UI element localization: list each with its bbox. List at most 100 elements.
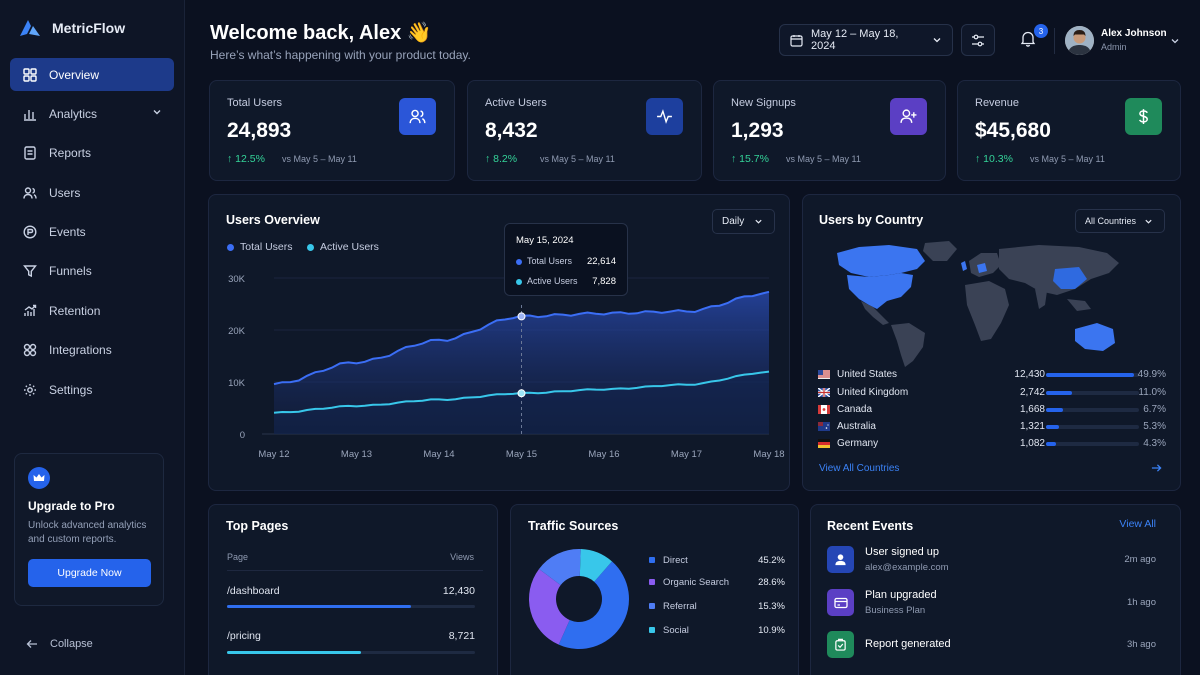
country-name: United States (837, 369, 898, 380)
view-all-countries-link[interactable]: View All Countries (819, 463, 900, 474)
sidebar-item-overview[interactable]: Overview (10, 58, 174, 91)
sidebar-item-reports[interactable]: Reports (10, 137, 174, 170)
sidebar-item-label: Events (49, 225, 86, 240)
country-filter-select[interactable]: All Countries (1075, 209, 1165, 233)
page-views: 12,430 (442, 585, 475, 597)
period-select[interactable]: Daily (712, 209, 775, 234)
map-se-asia (1067, 299, 1091, 311)
notification-badge: 3 (1034, 24, 1048, 38)
stat-card-active-users[interactable]: Active Users 8,432 ↑ 8.2% vs May 5 – May… (467, 80, 702, 181)
tooltip-swatch (516, 259, 522, 265)
event-title: Plan upgraded (865, 589, 937, 601)
chevron-down-icon[interactable] (1170, 36, 1180, 46)
map-canada[interactable] (837, 245, 925, 277)
legend-swatch (227, 243, 234, 251)
country-name: Australia (837, 421, 876, 432)
period-value: Daily (722, 216, 745, 227)
stat-card-new-signups[interactable]: New Signups 1,293 ↑ 15.7% vs May 5 – May… (713, 80, 946, 181)
legend-swatch (307, 243, 314, 251)
donut-slice[interactable] (579, 549, 612, 582)
upgrade-card: Upgrade to Pro Unlock advanced analytics… (14, 453, 164, 606)
users-overview-card: Users Overview Daily Total Users Active … (208, 194, 790, 491)
country-row[interactable]: United States 12,430 49.9% (818, 367, 1166, 384)
event-row[interactable]: Report generated 3h ago (827, 631, 1172, 661)
country-value: 1,668 (1019, 404, 1045, 415)
donut-slice[interactable] (539, 549, 581, 586)
country-bar-track (1046, 442, 1139, 446)
map-usa[interactable] (847, 273, 913, 309)
view-all-events-link[interactable]: View All (1119, 518, 1156, 530)
event-subtitle: Business Plan (865, 605, 926, 616)
traffic-label: Organic Search (663, 577, 730, 588)
chevron-down-icon (933, 38, 941, 43)
traffic-row[interactable]: Direct 45.2% (649, 554, 785, 568)
upgrade-title: Upgrade to Pro (28, 499, 115, 513)
sidebar-item-users[interactable]: Users (10, 176, 174, 209)
x-tick-label: May 16 (588, 449, 619, 460)
sidebar-item-integrations[interactable]: Integrations (10, 334, 174, 367)
upgrade-button[interactable]: Upgrade Now (28, 559, 151, 587)
table-row[interactable]: /pricing 8,721 (227, 630, 475, 642)
bell-icon[interactable] (1020, 30, 1036, 47)
legend-total[interactable]: Total Users (227, 241, 293, 253)
map-uk[interactable] (961, 261, 967, 271)
avatar[interactable] (1065, 26, 1094, 55)
users-overview-chart[interactable]: 0 10K 20K 30K May 12 May 13 May 14 May 15 May 16… (209, 195, 789, 490)
sidebar-item-retention[interactable]: Retention (10, 294, 174, 327)
country-row[interactable]: Australia 1,321 5.3% (818, 419, 1166, 436)
traffic-label: Referral (663, 601, 697, 612)
collapse-label: Collapse (50, 638, 93, 650)
gear-icon (24, 383, 36, 396)
sidebar-item-settings[interactable]: Settings (10, 373, 174, 406)
card-icon (827, 589, 854, 616)
stat-card-revenue[interactable]: Revenue $45,680 ↑ 10.3% vs May 5 – May 1… (957, 80, 1181, 181)
sidebar-item-label: Funnels (49, 264, 92, 279)
world-map[interactable] (829, 239, 1129, 369)
stat-card-total-users[interactable]: Total Users 24,893 ↑ 12.5% vs May 5 – Ma… (209, 80, 455, 181)
country-value: 2,742 (1019, 387, 1045, 398)
arrow-right-icon[interactable] (1151, 463, 1162, 473)
traffic-donut-chart[interactable] (527, 547, 631, 651)
country-row[interactable]: Germany 1,082 4.3% (818, 436, 1166, 453)
traffic-pct: 10.9% (758, 625, 785, 636)
map-germany[interactable] (977, 263, 987, 273)
traffic-label: Social (663, 625, 689, 636)
map-australia[interactable] (1075, 323, 1115, 351)
traffic-row[interactable]: Referral 15.3% (649, 600, 785, 614)
sidebar-item-funnels[interactable]: Funnels (10, 255, 174, 288)
country-row[interactable]: United Kingdom 2,742 11.0% (818, 385, 1166, 402)
sidebar-item-label: Analytics (49, 106, 98, 121)
logo[interactable]: MetricFlow (18, 18, 125, 38)
legend-active[interactable]: Active Users (307, 241, 379, 253)
users-icon (399, 98, 436, 135)
sidebar-item-label: Users (49, 185, 81, 200)
x-tick-label: May 18 (753, 449, 784, 460)
upgrade-text-line: Unlock advanced analytics (28, 520, 147, 531)
donut-slice[interactable] (558, 561, 629, 649)
sidebar-item-analytics[interactable]: Analytics (10, 97, 174, 130)
traffic-row[interactable]: Social 10.9% (649, 624, 785, 638)
donut-slice[interactable] (529, 568, 570, 645)
map-mexico (861, 301, 889, 325)
event-time: 2m ago (1124, 554, 1156, 565)
traffic-row[interactable]: Organic Search 28.6% (649, 576, 785, 590)
table-row[interactable]: /dashboard 12,430 (227, 585, 475, 597)
country-bar-fill (1046, 425, 1060, 429)
traffic-label: Direct (663, 555, 688, 566)
integrations-icon (23, 344, 37, 357)
map-africa (965, 281, 1009, 341)
date-range-picker[interactable]: May 12 – May 18, 2024 (779, 24, 953, 56)
country-bar-fill (1046, 408, 1063, 412)
retention-icon (24, 304, 37, 316)
filter-button[interactable] (961, 24, 995, 56)
country-row[interactable]: Canada 1,668 6.7% (818, 402, 1166, 419)
page-views: 8,721 (448, 630, 475, 642)
flag-de-icon (818, 439, 830, 448)
chevron-down-icon (153, 110, 161, 115)
sidebar-item-events[interactable]: Events (10, 216, 174, 249)
country-bar-track (1046, 408, 1139, 412)
collapse-button[interactable]: Collapse (26, 638, 93, 650)
event-row[interactable]: User signed up alex@example.com 2m ago (827, 546, 1172, 576)
event-row[interactable]: Plan upgraded Business Plan 1h ago (827, 589, 1172, 619)
